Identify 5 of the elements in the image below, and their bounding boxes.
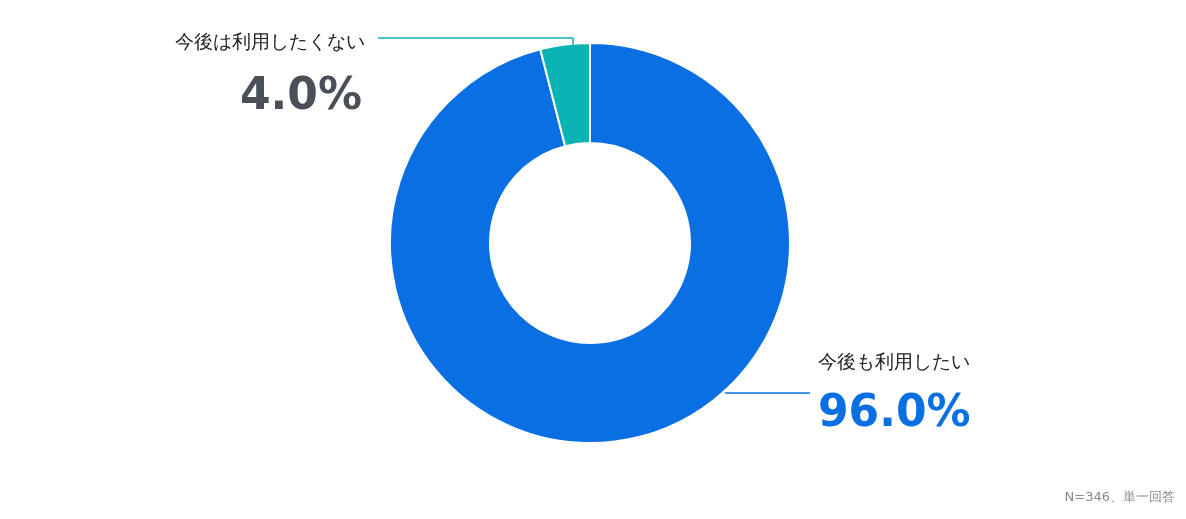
data-label: 4.0% [239,68,362,119]
data-label: 96.0% [818,385,971,436]
slice-label: 今後も利用したい [818,350,970,372]
text: N=346、単一回答 [1064,489,1175,504]
slice-label: 今後は利用したくない [175,30,365,52]
